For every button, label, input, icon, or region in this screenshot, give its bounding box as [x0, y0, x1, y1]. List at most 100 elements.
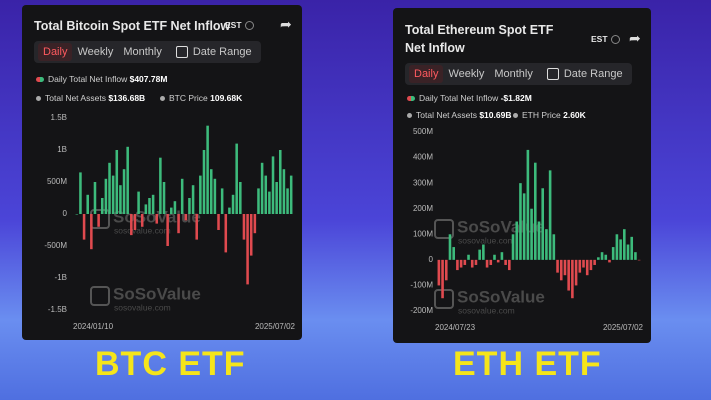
bar: [264, 175, 268, 214]
bar: [93, 182, 97, 214]
bar: [246, 214, 249, 285]
bar: [235, 143, 238, 214]
y-tick-label: 500M: [47, 177, 67, 186]
bar: [444, 259, 448, 281]
bar: [279, 150, 282, 214]
y-tick-label: 500M: [413, 127, 433, 136]
period-tab[interactable]: Weekly: [448, 68, 485, 80]
watermark-url: sosovalue.com: [114, 302, 171, 312]
bar: [130, 214, 133, 236]
stat-label: Total Net Assets: [416, 110, 477, 120]
stat-label: Daily Total Net Inflow: [419, 93, 499, 103]
bar: [533, 162, 537, 260]
bar: [148, 198, 151, 214]
y-tick-label: 1B: [57, 145, 67, 154]
y-tick-label: 400M: [413, 153, 433, 162]
bar: [275, 182, 278, 214]
bar: [452, 247, 455, 260]
bar: [206, 125, 209, 214]
bar: [634, 252, 637, 260]
bar: [217, 214, 220, 230]
legend-dot: [513, 113, 518, 119]
legend-dot: [36, 96, 41, 102]
bar: [188, 198, 191, 214]
bar: [623, 229, 626, 260]
bar: [585, 259, 589, 276]
period-tab[interactable]: Weekly: [77, 46, 114, 58]
calendar-icon: [175, 46, 188, 58]
bar: [213, 178, 217, 214]
bar: [119, 185, 122, 214]
x-tick-label: 2024/01/10: [73, 322, 114, 331]
date-range-button[interactable]: Date Range: [173, 43, 257, 61]
share-button[interactable]: ➦: [280, 16, 292, 32]
bar: [571, 259, 574, 299]
bar: [155, 214, 159, 224]
bar: [482, 244, 485, 260]
bar: [463, 259, 467, 265]
bar: [90, 214, 93, 250]
bar: [508, 259, 511, 271]
date-range-button[interactable]: Date Range: [544, 65, 628, 83]
bar: [548, 170, 552, 260]
stat-value: 2.60K: [563, 110, 586, 120]
bar: [545, 229, 548, 260]
y-tick-label: -500M: [44, 241, 67, 250]
bar: [630, 236, 634, 260]
bar: [122, 169, 126, 214]
caption: ETH ETF: [453, 345, 602, 383]
info-icon: [245, 21, 254, 30]
bar: [448, 234, 452, 260]
bar: [166, 214, 169, 246]
bar: [271, 156, 275, 214]
bar: [191, 185, 195, 214]
period-tab[interactable]: Monthly: [494, 68, 533, 80]
bar: [220, 188, 224, 214]
bar: [563, 259, 567, 276]
bar: [86, 194, 89, 214]
bar: [519, 183, 522, 260]
watermark-url: sosovalue.com: [458, 235, 515, 245]
bar: [268, 191, 271, 214]
period-tab[interactable]: Monthly: [123, 46, 162, 58]
bar: [108, 162, 111, 214]
caption: BTC ETF: [95, 345, 246, 383]
info-icon: [611, 35, 620, 44]
period-tab[interactable]: Daily: [38, 43, 73, 61]
period-tab[interactable]: Daily: [409, 65, 444, 83]
bar: [474, 259, 478, 265]
bar: [170, 207, 173, 214]
legend-dot: [36, 77, 44, 83]
stat-value: $10.69B: [479, 110, 512, 120]
bar: [224, 214, 228, 253]
bar: [597, 257, 600, 260]
x-tick-label: 2025/07/02: [255, 322, 296, 331]
bar: [500, 252, 504, 260]
share-button[interactable]: ➦: [629, 30, 641, 46]
stat-label: Total Net Assets: [45, 93, 106, 103]
stat-item: Total Net Assets $10.69B: [407, 110, 511, 120]
y-tick-label: -100M: [410, 281, 433, 290]
bar: [242, 214, 246, 240]
bar: [253, 214, 257, 234]
bar: [228, 207, 231, 214]
bar: [459, 259, 463, 268]
bar: [239, 182, 242, 214]
bar: [526, 149, 530, 260]
bar: [137, 191, 140, 214]
bar: [530, 208, 533, 260]
bar: [559, 259, 563, 281]
x-tick-label: 2024/07/23: [435, 323, 476, 332]
bar: [82, 214, 86, 240]
bar: [578, 259, 582, 273]
bar: [608, 259, 611, 263]
y-tick-label: 0: [63, 209, 68, 218]
bar: [611, 247, 615, 260]
y-tick-label: 300M: [413, 178, 433, 187]
stat-item: Total Net Assets $136.68B: [36, 93, 145, 103]
legend-dot: [407, 113, 412, 119]
bar: [441, 259, 444, 299]
stat-item: ETH Price 2.60K: [513, 110, 586, 120]
timezone: EST: [225, 20, 242, 30]
